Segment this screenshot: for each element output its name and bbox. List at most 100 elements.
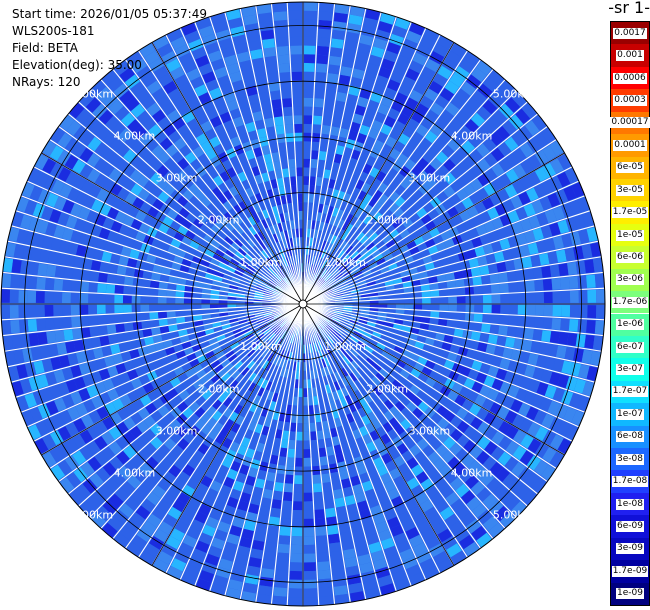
range-gate	[264, 180, 272, 191]
range-gate	[372, 236, 382, 246]
range-gate	[142, 477, 157, 491]
range-gate	[403, 315, 413, 321]
range-gate	[411, 395, 423, 407]
range-gate	[170, 66, 185, 80]
range-gate	[144, 336, 155, 346]
range-gate	[386, 308, 396, 314]
range-gate	[82, 114, 98, 130]
range-gate	[416, 44, 432, 58]
range-gate	[137, 146, 151, 160]
range-gate	[424, 464, 438, 478]
range-gate	[263, 351, 272, 360]
range-gate	[162, 215, 174, 227]
ray-gap	[302, 287, 605, 305]
range-gate	[438, 249, 450, 259]
range-gate	[321, 339, 328, 348]
range-gate	[328, 64, 340, 75]
colorbar-label: 1.7e-06	[611, 296, 649, 308]
range-gate	[121, 112, 136, 127]
range-gate	[378, 262, 388, 270]
range-gate	[322, 222, 329, 232]
range-gate	[280, 159, 289, 169]
range-gate	[45, 400, 59, 416]
range-gate	[132, 399, 145, 411]
range-gate	[346, 503, 358, 515]
range-gate	[368, 400, 378, 411]
range-gate	[519, 142, 534, 158]
colorbar-step: 1.7e-09	[611, 560, 649, 583]
range-gate	[502, 347, 514, 359]
range-gate	[319, 258, 326, 268]
range-gate	[263, 47, 276, 58]
range-gate	[476, 450, 490, 465]
range-gate	[394, 184, 406, 196]
range-gate	[273, 223, 280, 234]
range-gate	[550, 434, 564, 450]
colorbar-label: 3e-07	[616, 364, 644, 376]
range-gate	[332, 287, 342, 293]
range-gate	[398, 335, 408, 344]
range-gate	[393, 278, 403, 285]
range-gate	[488, 522, 505, 538]
range-gate	[344, 102, 356, 113]
range-gate	[289, 28, 302, 38]
range-gate	[326, 356, 334, 365]
range-gate	[291, 185, 297, 195]
range-gate	[309, 344, 314, 353]
range-gate	[303, 536, 315, 546]
range-gate	[125, 267, 136, 277]
range-gate	[166, 208, 179, 220]
range-gate	[314, 89, 325, 99]
ray-gap	[302, 139, 557, 305]
range-gate	[170, 558, 187, 572]
range-gate	[194, 190, 206, 201]
range-gate	[303, 501, 313, 511]
range-gate	[131, 534, 147, 550]
ray-gap	[302, 27, 427, 305]
range-gate	[279, 319, 287, 327]
range-gate	[321, 240, 327, 250]
range-gate	[243, 520, 256, 532]
colorbar-step: 1.7e-08	[611, 470, 649, 493]
range-gate	[331, 559, 344, 570]
range-gate	[416, 471, 429, 484]
range-gate	[261, 275, 270, 282]
range-gate	[429, 370, 440, 381]
range-gate	[267, 525, 279, 535]
range-gate	[264, 542, 277, 553]
range-gate	[186, 527, 201, 540]
range-gate	[87, 136, 102, 152]
range-gate	[303, 431, 310, 441]
range-gate	[245, 475, 256, 487]
range-gate	[466, 249, 477, 259]
range-gate	[350, 520, 363, 532]
range-gate	[293, 97, 303, 107]
range-gate	[196, 229, 207, 239]
range-gate	[136, 483, 151, 498]
range-gate	[47, 344, 59, 357]
range-gate	[359, 171, 369, 183]
range-gate	[200, 455, 213, 468]
ray-gap	[224, 12, 304, 305]
range-gate	[447, 352, 458, 362]
range-gate	[247, 421, 257, 432]
range-gate	[483, 76, 499, 92]
range-gate	[368, 54, 382, 67]
range-gate	[350, 289, 360, 294]
range-gate	[263, 399, 272, 409]
range-gate	[239, 190, 249, 201]
range-gate	[207, 244, 218, 253]
range-gate	[536, 355, 548, 368]
azimuth-line	[302, 303, 565, 456]
range-gate	[278, 142, 287, 152]
range-gate	[243, 270, 253, 278]
range-gate	[455, 146, 469, 160]
range-gate	[166, 290, 176, 297]
range-gate	[294, 475, 303, 485]
range-gate	[371, 119, 383, 132]
range-gate	[252, 384, 261, 395]
range-gate	[535, 150, 549, 166]
range-gate	[108, 426, 122, 440]
range-gate	[362, 269, 372, 277]
range-gate	[10, 274, 20, 288]
